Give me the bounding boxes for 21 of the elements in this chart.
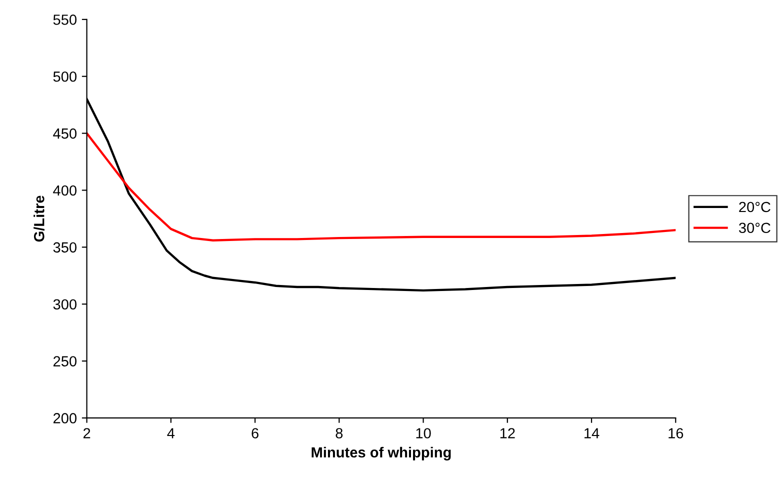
x-tick-label: 16: [668, 428, 684, 438]
x-tick-label: 8: [336, 428, 343, 438]
y-tick-label: 450: [53, 128, 77, 139]
y-tick-label: 550: [53, 14, 77, 25]
y-tick-label: 400: [53, 185, 77, 196]
y-tick-label: 250: [53, 356, 77, 366]
x-tick-label: 14: [584, 428, 600, 438]
y-tick-label: 500: [53, 71, 77, 82]
x-axis-title: Minutes of whipping: [312, 446, 451, 460]
y-tick-label: 200: [53, 413, 77, 424]
x-tick-label: 10: [416, 428, 431, 438]
y-tick-label: 300: [53, 299, 77, 310]
legend-label: 30°C: [738, 222, 770, 234]
y-tick-label: 350: [53, 242, 77, 253]
x-tick-label: 6: [252, 428, 258, 438]
y-axis-title: G/Litre: [34, 196, 44, 242]
x-tick-label: 4: [167, 428, 175, 438]
legend-label: 20°C: [739, 202, 770, 212]
x-tick-label: 12: [500, 428, 515, 438]
x-tick-label: 2: [83, 428, 90, 438]
line-series: [86, 132, 676, 242]
